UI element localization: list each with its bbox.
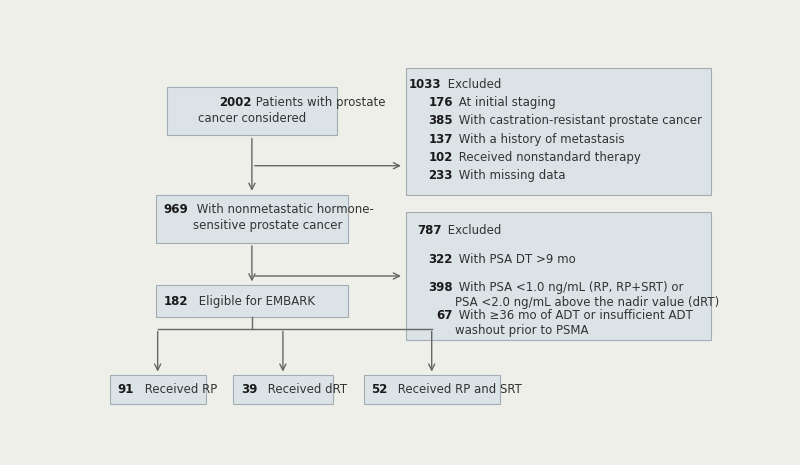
Text: Received RP: Received RP — [141, 383, 217, 396]
Text: 1033: 1033 — [409, 78, 442, 91]
FancyBboxPatch shape — [166, 87, 337, 135]
Text: With ≥36 mo of ADT or insufficient ADT: With ≥36 mo of ADT or insufficient ADT — [455, 309, 693, 322]
Text: 91: 91 — [117, 383, 134, 396]
FancyBboxPatch shape — [234, 375, 333, 404]
Text: 969: 969 — [163, 203, 188, 216]
Text: 2002: 2002 — [219, 96, 252, 109]
Text: Received dRT: Received dRT — [264, 383, 347, 396]
Text: With a history of metastasis: With a history of metastasis — [455, 133, 625, 146]
Text: With castration-resistant prostate cancer: With castration-resistant prostate cance… — [455, 114, 702, 127]
Text: At initial staging: At initial staging — [455, 96, 556, 109]
Text: 385: 385 — [428, 114, 453, 127]
Text: Eligible for EMBARK: Eligible for EMBARK — [195, 294, 315, 307]
FancyBboxPatch shape — [156, 194, 348, 243]
Text: 233: 233 — [429, 169, 453, 182]
Text: 137: 137 — [429, 133, 453, 146]
Text: 176: 176 — [428, 96, 453, 109]
Text: Excluded: Excluded — [444, 224, 502, 237]
Text: Excluded: Excluded — [444, 78, 502, 91]
FancyBboxPatch shape — [110, 375, 206, 404]
Text: sensitive prostate cancer: sensitive prostate cancer — [193, 219, 342, 232]
FancyBboxPatch shape — [406, 212, 710, 340]
Text: Received nonstandard therapy: Received nonstandard therapy — [455, 151, 641, 164]
Text: Patients with prostate: Patients with prostate — [252, 96, 386, 109]
Text: 67: 67 — [437, 309, 453, 322]
Text: PSA <2.0 ng/mL above the nadir value (dRT): PSA <2.0 ng/mL above the nadir value (dR… — [455, 295, 719, 308]
Text: 787: 787 — [417, 224, 442, 237]
Text: With missing data: With missing data — [455, 169, 566, 182]
FancyBboxPatch shape — [406, 68, 710, 195]
Text: washout prior to PSMA: washout prior to PSMA — [455, 324, 589, 337]
Text: With PSA <1.0 ng/mL (RP, RP+SRT) or: With PSA <1.0 ng/mL (RP, RP+SRT) or — [455, 281, 684, 294]
FancyBboxPatch shape — [156, 285, 348, 317]
Text: cancer considered: cancer considered — [198, 112, 306, 125]
Text: 182: 182 — [163, 294, 188, 307]
FancyBboxPatch shape — [363, 375, 500, 404]
Text: 398: 398 — [428, 281, 453, 294]
Text: With nonmetastatic hormone-: With nonmetastatic hormone- — [193, 203, 374, 216]
Text: 102: 102 — [429, 151, 453, 164]
Text: 52: 52 — [371, 383, 387, 396]
Text: Received RP and SRT: Received RP and SRT — [394, 383, 522, 396]
Text: 322: 322 — [429, 252, 453, 266]
Text: 39: 39 — [241, 383, 257, 396]
Text: With PSA DT >9 mo: With PSA DT >9 mo — [455, 252, 576, 266]
